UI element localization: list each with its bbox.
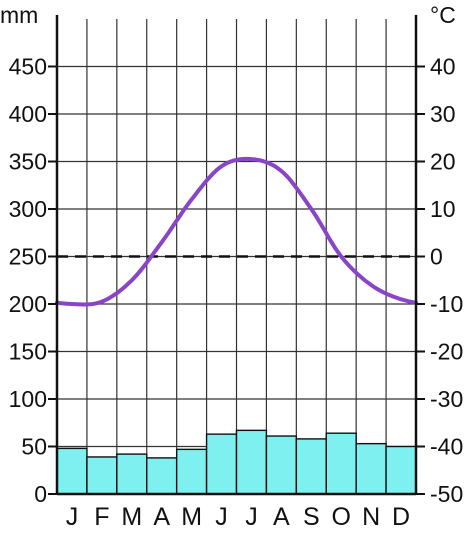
precipitation-bar xyxy=(146,457,178,495)
right-tick-label: -50 xyxy=(430,481,463,507)
month-label: O xyxy=(331,503,350,531)
left-tick-label: 200 xyxy=(9,291,47,317)
axis-ticks xyxy=(48,65,425,495)
left-tick-label: 250 xyxy=(9,244,47,270)
right-tick-label: 20 xyxy=(430,149,456,175)
left-axis-labels: 0 50 100 150 200 250 300 350 400 450 xyxy=(9,54,47,508)
right-axis-labels: -50 -40 -30 -20 -10 0 10 20 30 40 xyxy=(430,54,463,508)
precipitation-bar xyxy=(385,445,417,495)
right-tick-label: -20 xyxy=(430,339,463,365)
precipitation-bar xyxy=(235,429,268,495)
right-axis-unit: °C xyxy=(430,2,456,28)
left-tick-label: 100 xyxy=(9,386,47,412)
right-tick-label: -30 xyxy=(430,386,463,412)
precipitation-bars xyxy=(56,429,417,495)
left-tick-label: 0 xyxy=(34,481,47,507)
right-tick-label: 0 xyxy=(430,244,443,270)
month-label: J xyxy=(245,503,258,531)
month-label: F xyxy=(94,503,109,531)
right-tick-label: 10 xyxy=(430,196,456,222)
left-axis-unit: mm xyxy=(0,2,38,28)
right-tick-label: -40 xyxy=(430,434,463,460)
right-tick-label: -10 xyxy=(430,291,463,317)
precipitation-bar xyxy=(205,433,238,495)
precipitation-bar xyxy=(56,447,88,495)
month-label: M xyxy=(121,503,142,531)
precipitation-bar xyxy=(265,435,298,495)
left-tick-label: 300 xyxy=(9,196,47,222)
month-label: M xyxy=(181,503,202,531)
precipitation-bar xyxy=(355,442,387,495)
left-tick-label: 150 xyxy=(9,339,47,365)
right-tick-label: 40 xyxy=(430,54,456,80)
month-label: S xyxy=(303,503,320,531)
month-label: J xyxy=(66,503,79,531)
month-label: J xyxy=(215,503,228,531)
plot-frame xyxy=(55,15,418,496)
precipitation-bar xyxy=(295,438,327,495)
right-tick-label: 30 xyxy=(430,101,456,127)
left-tick-label: 350 xyxy=(9,149,47,175)
month-label: A xyxy=(153,503,170,531)
left-tick-label: 50 xyxy=(21,434,47,460)
precipitation-bar xyxy=(175,448,208,495)
month-label: D xyxy=(392,503,410,531)
month-label: N xyxy=(362,503,380,531)
precipitation-bar xyxy=(86,456,118,495)
precipitation-bar xyxy=(116,453,148,495)
grid-lines xyxy=(57,19,416,494)
precipitation-bar xyxy=(325,432,357,495)
left-tick-label: 450 xyxy=(9,54,47,80)
month-label: A xyxy=(273,503,290,531)
temperature-line xyxy=(55,156,418,307)
left-tick-label: 400 xyxy=(9,101,47,127)
